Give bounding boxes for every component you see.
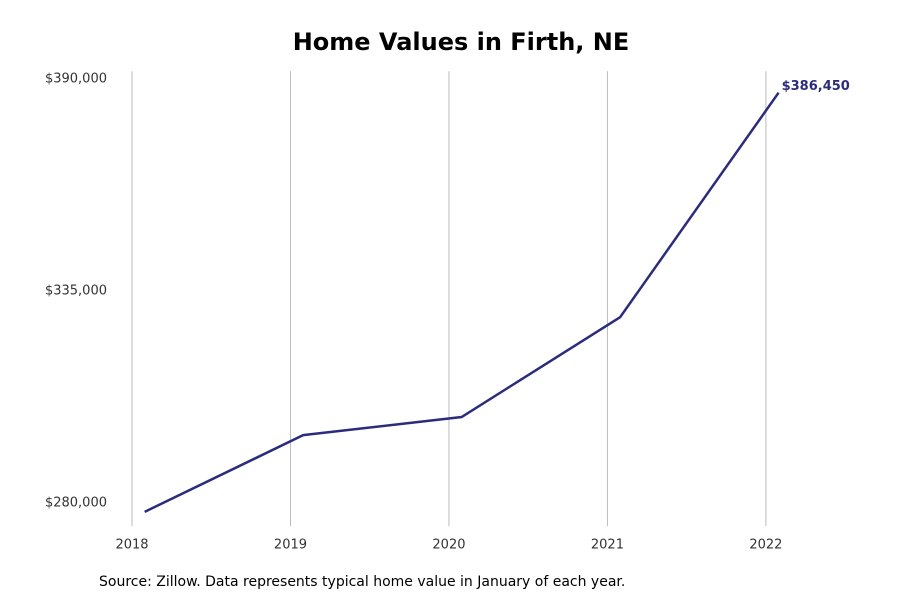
x-tick-label: 2022 — [749, 538, 782, 553]
data-line — [144, 91, 780, 513]
value-label: $386,450 — [782, 79, 850, 94]
y-tick-label: $280,000 — [45, 495, 107, 510]
y-tick-label: $390,000 — [45, 72, 107, 87]
x-tick-label: 2018 — [115, 538, 148, 553]
chart-title: Home Values in Firth, NE — [293, 28, 630, 56]
x-tick-label: 2019 — [274, 538, 307, 553]
x-tick-label: 2021 — [591, 538, 624, 553]
x-tick-label: 2020 — [432, 538, 465, 553]
source-note: Source: Zillow. Data represents typical … — [99, 574, 625, 590]
y-tick-label: $335,000 — [45, 283, 107, 298]
